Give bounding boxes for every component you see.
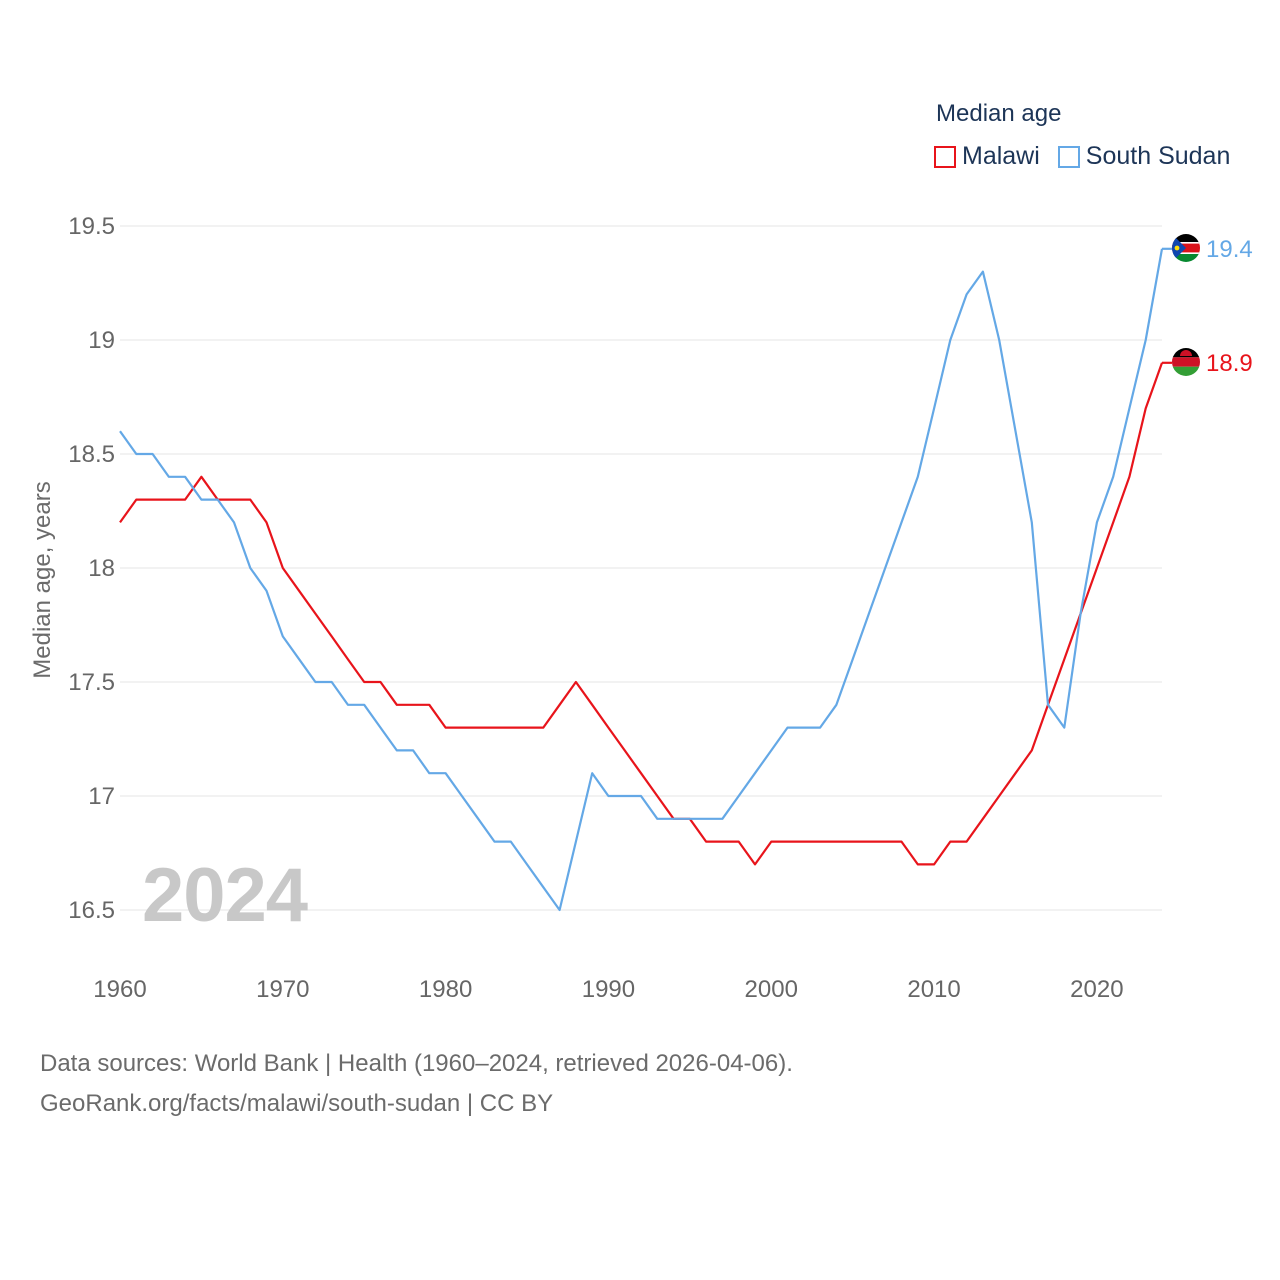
legend-label-south-sudan: South Sudan (1085, 142, 1231, 170)
south-sudan-flag-icon (1172, 234, 1200, 262)
y-tick-label: 18 (88, 555, 115, 582)
y-tick-label: 19.5 (68, 213, 115, 240)
legend-title: Median age (936, 100, 1062, 127)
legend-swatch-malawi (934, 145, 956, 168)
x-tick-label: 2020 (1070, 976, 1123, 1003)
y-axis-title: Median age, years (29, 481, 56, 679)
series-line-malawi (119, 362, 1164, 866)
x-axis-ticks: 1960 1970 1980 1990 2000 2010 2020 (93, 976, 1123, 1003)
y-tick-label: 16.5 (68, 897, 115, 924)
end-label-south-sudan: 19.4 (1206, 236, 1253, 263)
end-labels: 18.9 19.4 (1206, 236, 1253, 377)
y-tick-label: 17.5 (68, 669, 115, 696)
legend-item-south-sudan[interactable]: South Sudan (1057, 142, 1231, 171)
source-line-1: Data sources: World Bank | Health (1960–… (40, 1050, 793, 1077)
x-tick-label: 1960 (93, 976, 146, 1003)
end-label-malawi: 18.9 (1206, 350, 1253, 377)
source-note: Data sources: World Bank | Health (1960–… (40, 1044, 793, 1124)
y-tick-label: 17 (88, 783, 115, 810)
x-tick-label: 1980 (419, 976, 472, 1003)
malawi-flag-icon (1172, 348, 1200, 376)
series-lines (119, 247, 1172, 912)
legend-swatch-south-sudan (1057, 145, 1080, 168)
x-tick-label: 2010 (907, 976, 960, 1003)
gridlines (120, 225, 1162, 911)
legend-label-malawi: Malawi (962, 142, 1040, 170)
legend: Malawi South Sudan (934, 142, 1248, 171)
y-axis-ticks: 16.5 17 17.5 18 18.5 19 19.5 (68, 213, 115, 924)
y-tick-label: 18.5 (68, 441, 115, 468)
y-tick-label: 19 (88, 327, 115, 354)
x-tick-label: 1990 (582, 976, 635, 1003)
source-line-2: GeoRank.org/facts/malawi/south-sudan | C… (40, 1090, 554, 1117)
x-tick-label: 1970 (256, 976, 309, 1003)
x-tick-label: 2000 (745, 976, 798, 1003)
series-line-south-sudan (119, 248, 1164, 912)
year-label: 2024 (142, 853, 308, 938)
legend-item-malawi[interactable]: Malawi (934, 142, 1040, 171)
